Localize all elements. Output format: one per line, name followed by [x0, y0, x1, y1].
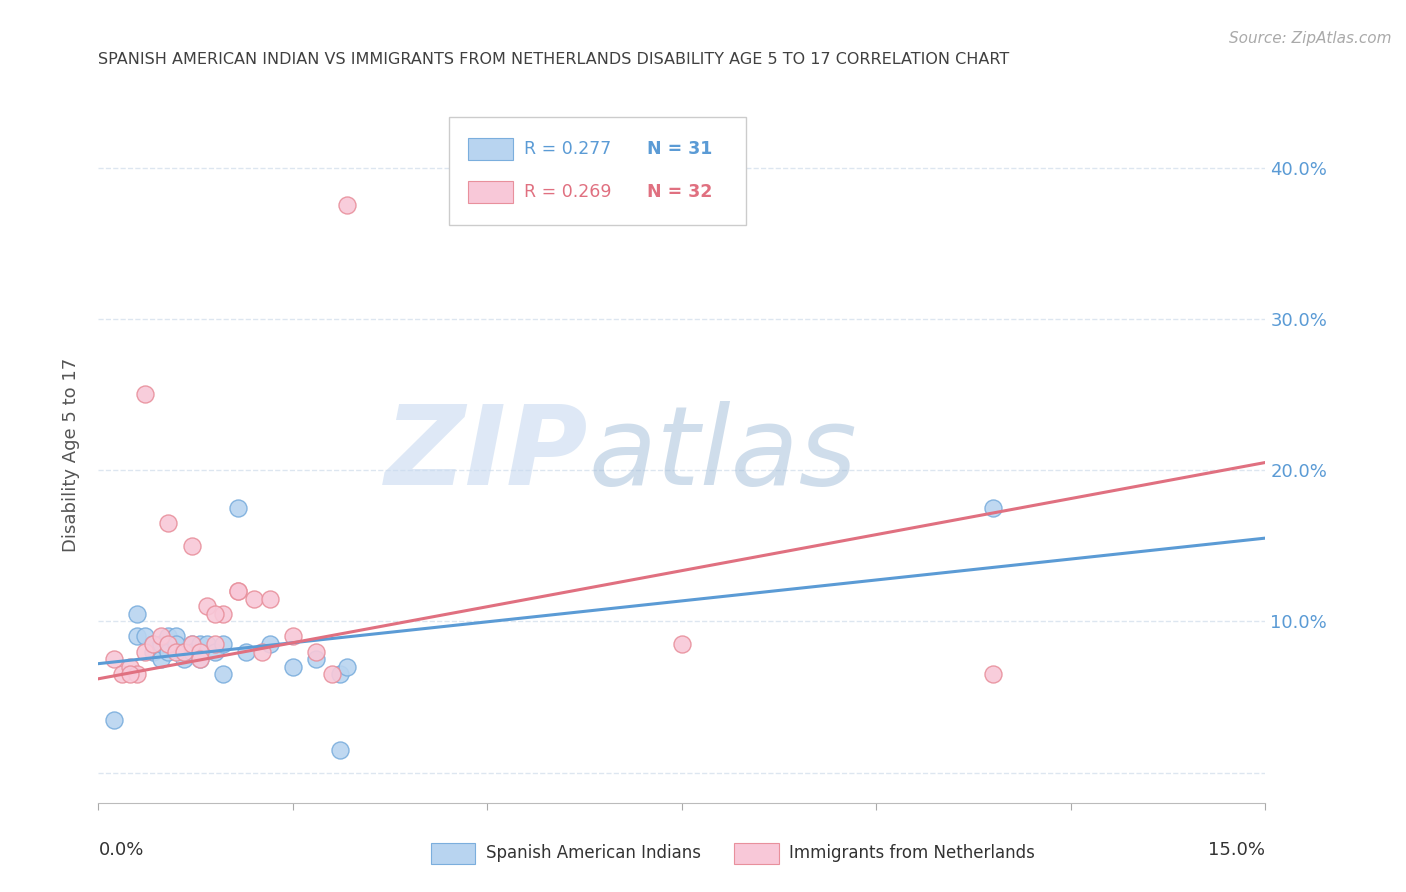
Point: [235, 644, 257, 658]
Point: [157, 629, 180, 643]
Point: [103, 713, 125, 727]
Point: [173, 644, 195, 658]
Y-axis label: Disability Age 5 to 17: Disability Age 5 to 17: [62, 358, 80, 552]
Point: [149, 637, 172, 651]
Point: [188, 644, 211, 658]
Point: [134, 644, 156, 658]
Point: [204, 644, 226, 658]
Point: [188, 637, 211, 651]
Point: [981, 500, 1004, 515]
Point: [305, 644, 328, 658]
Point: [180, 539, 202, 553]
Point: [321, 667, 343, 681]
Point: [127, 667, 149, 681]
Text: N = 31: N = 31: [647, 140, 713, 158]
Point: [173, 652, 195, 666]
Text: 15.0%: 15.0%: [1208, 840, 1265, 859]
Point: [188, 652, 211, 666]
Point: [111, 667, 134, 681]
Point: [127, 629, 149, 643]
Point: [981, 667, 1004, 681]
Text: 0.0%: 0.0%: [98, 840, 143, 859]
Point: [204, 637, 226, 651]
Point: [157, 637, 180, 651]
Point: [212, 637, 235, 651]
Point: [103, 652, 125, 666]
FancyBboxPatch shape: [734, 843, 779, 864]
Point: [173, 644, 195, 658]
Point: [259, 637, 281, 651]
Point: [336, 659, 359, 673]
Text: N = 32: N = 32: [647, 183, 713, 201]
FancyBboxPatch shape: [449, 118, 747, 226]
FancyBboxPatch shape: [468, 137, 513, 160]
Point: [195, 599, 218, 614]
Point: [127, 607, 149, 621]
Text: R = 0.269: R = 0.269: [524, 183, 612, 201]
Point: [259, 591, 281, 606]
FancyBboxPatch shape: [432, 843, 475, 864]
Point: [243, 591, 266, 606]
Point: [157, 516, 180, 530]
Text: SPANISH AMERICAN INDIAN VS IMMIGRANTS FROM NETHERLANDS DISABILITY AGE 5 TO 17 CO: SPANISH AMERICAN INDIAN VS IMMIGRANTS FR…: [98, 52, 1010, 67]
Point: [134, 387, 156, 401]
Point: [212, 607, 235, 621]
Text: Immigrants from Netherlands: Immigrants from Netherlands: [789, 844, 1035, 862]
Point: [165, 637, 187, 651]
Point: [250, 644, 273, 658]
Point: [149, 652, 172, 666]
Point: [212, 667, 235, 681]
Point: [142, 637, 165, 651]
Text: Source: ZipAtlas.com: Source: ZipAtlas.com: [1229, 31, 1392, 46]
Point: [142, 644, 165, 658]
Point: [134, 629, 156, 643]
Point: [165, 629, 187, 643]
Point: [165, 644, 187, 658]
Point: [329, 743, 352, 757]
Point: [118, 667, 141, 681]
Point: [281, 659, 304, 673]
Point: [329, 667, 352, 681]
FancyBboxPatch shape: [468, 181, 513, 203]
Point: [188, 652, 211, 666]
Text: atlas: atlas: [589, 401, 858, 508]
Text: ZIP: ZIP: [385, 401, 589, 508]
Point: [195, 637, 218, 651]
Point: [180, 637, 202, 651]
Point: [228, 584, 250, 599]
Point: [142, 637, 165, 651]
Point: [180, 644, 202, 658]
Point: [180, 637, 202, 651]
Text: R = 0.277: R = 0.277: [524, 140, 612, 158]
Point: [671, 637, 693, 651]
Point: [157, 644, 180, 658]
Point: [228, 500, 250, 515]
Point: [204, 607, 226, 621]
Point: [336, 198, 359, 212]
Point: [118, 659, 141, 673]
Text: Spanish American Indians: Spanish American Indians: [486, 844, 700, 862]
Point: [281, 629, 304, 643]
Point: [149, 629, 172, 643]
Point: [228, 584, 250, 599]
Point: [305, 652, 328, 666]
